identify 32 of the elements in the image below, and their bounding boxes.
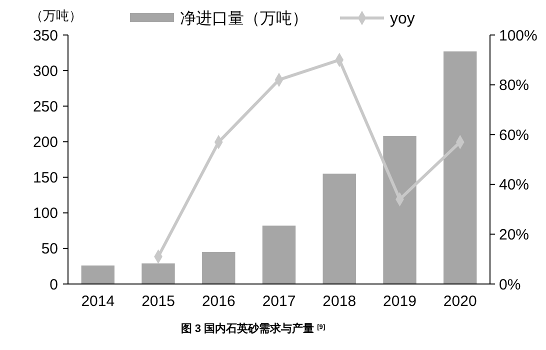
y-tick-label: 50 [41, 240, 58, 258]
y-tick-label: 150 [32, 170, 58, 187]
y2-tick-label: 40% [499, 176, 530, 194]
bar [142, 263, 175, 284]
bar [81, 266, 114, 284]
bar [444, 51, 477, 284]
y2-tick-label: 60% [499, 126, 530, 144]
bar [383, 136, 416, 284]
x-tick-label: 2018 [322, 293, 356, 310]
caption: 图 3 国内石英砂需求与产量 $^{[9]}$ [180, 322, 326, 335]
y-axis-title: （万吨） [30, 8, 82, 23]
y-tick-label: 250 [32, 98, 58, 116]
y2-tick-label: 100% [499, 27, 538, 44]
x-tick-label: 2020 [443, 293, 477, 310]
x-tick-label: 2015 [142, 293, 175, 310]
x-tick-label: 2016 [202, 293, 236, 310]
legend-label: yoy [390, 10, 415, 28]
bar [202, 252, 236, 284]
y-tick-label: 100 [32, 205, 58, 222]
y2-tick-label: 80% [499, 77, 530, 94]
x-tick-label: 2019 [383, 293, 416, 310]
bar [262, 226, 296, 284]
legend-label: 净进口量（万吨） [180, 10, 308, 28]
y-tick-label: 0 [50, 276, 58, 294]
y-tick-label: 300 [32, 62, 58, 80]
y-tick-label: 200 [32, 134, 58, 151]
x-tick-label: 2014 [81, 293, 115, 310]
bar [322, 174, 356, 284]
x-tick-label: 2017 [262, 293, 296, 310]
y2-tick-label: 20% [499, 226, 530, 244]
y2-tick-label: 0% [499, 276, 521, 294]
y-tick-label: 350 [32, 27, 58, 44]
